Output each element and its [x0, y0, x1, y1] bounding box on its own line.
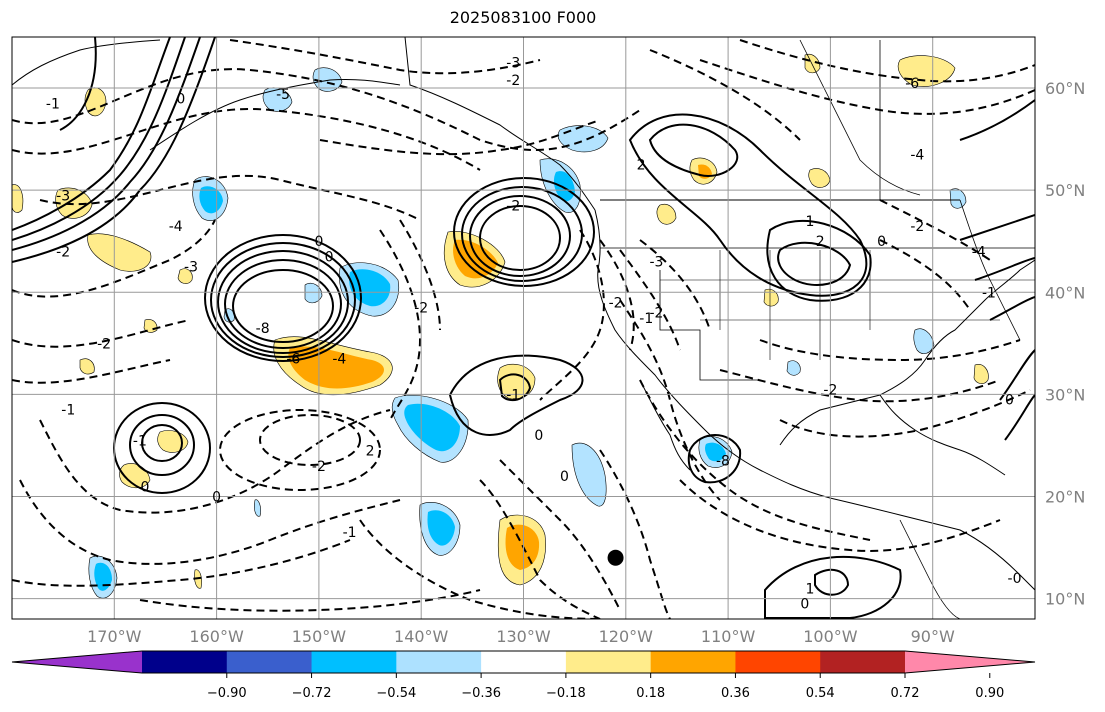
contour-label: 0 [141, 479, 150, 495]
contour-label: -2 [823, 382, 837, 398]
colorbar-ticks: −0.90 −0.72 −0.54 −0.36 −0.18 0.18 0.36 0.54 0.7… [207, 673, 1004, 701]
dashed-contours [12, 39, 1035, 619]
contour-label: 0 [877, 234, 886, 250]
colorbar-segment [565, 651, 652, 673]
contour-label: -1 [506, 387, 520, 403]
coastlines [12, 37, 1035, 619]
colorbar-tick-label: 0.36 [721, 686, 750, 701]
latitude-labels: 60°N 50°N 40°N 30°N 20°N 10°N [1045, 79, 1085, 609]
map-frame [11, 36, 1036, 620]
latitude-label: 60°N [1045, 79, 1085, 98]
solid-contours [12, 37, 1035, 619]
colorbar-extend-low [12, 651, 142, 673]
contour-label: 0 [1005, 392, 1014, 408]
longitude-labels: 170°W 160°W 150°W 140°W 130°W 120°W 110°W 100°W… [87, 627, 955, 646]
contour-label: -3 [506, 56, 520, 72]
latitude-label: 50°N [1045, 181, 1085, 200]
contour-label: -5 [276, 87, 290, 103]
colorbar-tick-label: 0.54 [806, 686, 835, 701]
latitude-label: 40°N [1045, 283, 1085, 302]
contour-label: -6 [905, 76, 919, 92]
figure-title: 2025083100 F000 [449, 8, 597, 27]
contour-label: -3 [56, 188, 70, 204]
contour-label: -6 [286, 352, 300, 368]
longitude-label: 130°W [496, 627, 551, 646]
contour-label: 2 [816, 234, 825, 250]
colorbar-segment [226, 651, 313, 673]
latitude-label: 20°N [1045, 487, 1085, 506]
anomaly-shading [12, 53, 989, 599]
longitude-label: 170°W [87, 627, 142, 646]
location-marker [607, 549, 624, 566]
contour-label: -1 [639, 311, 653, 327]
contour-label: 0 [800, 597, 809, 613]
contour-label: -1 [133, 433, 147, 449]
contour-label: 0 [325, 250, 334, 266]
longitude-label: 160°W [189, 627, 244, 646]
contour-label: -1 [343, 525, 357, 541]
contour-label: -4 [972, 244, 986, 260]
contour-label: -3 [184, 260, 198, 276]
contour-label: -2 [650, 306, 664, 322]
contour-label: -4 [332, 352, 346, 368]
contour-label: 1 [805, 214, 814, 230]
latitude-label: 30°N [1045, 385, 1085, 404]
contour-label: -1 [46, 96, 60, 112]
longitude-label: 150°W [292, 627, 347, 646]
colorbar-tick-label: −0.72 [292, 686, 332, 701]
contour-label: -2 [609, 295, 623, 311]
colorbar-tick-label: −0.18 [546, 686, 586, 701]
contour-labels: -3-20 -5-1-3-4-2-3-2-10-8-6 -40-2-2-10-22-… [46, 56, 1022, 613]
contour-label: 0 [560, 469, 569, 485]
colorbar-segment [396, 651, 482, 673]
colorbar [11, 650, 1036, 674]
colorbar-segment [735, 651, 821, 673]
colorbar-tick-label: −0.36 [461, 686, 501, 701]
longitude-label: 140°W [394, 627, 449, 646]
colorbar-tick-label: −0.54 [376, 686, 416, 701]
contour-label: -2 [97, 336, 111, 352]
longitude-label: 100°W [803, 627, 858, 646]
colorbar-tick-label: 0.72 [891, 686, 920, 701]
contour-label: -2 [312, 459, 326, 475]
colorbar-extend-high [905, 651, 1035, 673]
colorbar-tick-label: 0.18 [636, 686, 665, 701]
contour-label: -2 [910, 219, 924, 235]
contour-label: 0 [314, 234, 323, 250]
longitude-label: 120°W [599, 627, 654, 646]
colorbar-segment [820, 651, 906, 673]
colorbar-tick-label: 0.90 [975, 686, 1004, 701]
contour-label: -2 [506, 198, 520, 214]
contour-label: -3 [650, 255, 664, 271]
colorbar-outline [11, 650, 1036, 674]
longitude-label: 110°W [701, 627, 756, 646]
colorbar-tick-label: −0.90 [207, 686, 247, 701]
contour-label: -4 [169, 219, 183, 235]
longitude-label: 90°W [911, 627, 955, 646]
contour-label: -2 [56, 244, 70, 260]
contour-label: 2 [637, 158, 646, 174]
colorbar-segment [481, 651, 567, 673]
latitude-label: 10°N [1045, 590, 1085, 609]
colorbar-segment [311, 651, 397, 673]
colorbar-segment [142, 651, 228, 673]
contour-label: 2 [366, 444, 375, 460]
contour-label: -1 [61, 403, 75, 419]
contour-label: -8 [256, 321, 270, 337]
graticule [12, 37, 1035, 619]
contour-label: 0 [176, 91, 185, 107]
contour-label: -4 [910, 147, 924, 163]
contour-label: -8 [716, 454, 730, 470]
contour-label: 0 [212, 489, 221, 505]
colorbar-segment [650, 651, 736, 673]
contour-label: 0 [534, 428, 543, 444]
contour-label: 1 [805, 581, 814, 597]
contour-label: -2 [414, 301, 428, 317]
contour-label: -1 [982, 285, 996, 301]
contour-label: -2 [506, 73, 520, 89]
contour-label: -0 [1008, 571, 1022, 587]
